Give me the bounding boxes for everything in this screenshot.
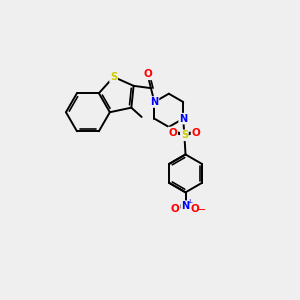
Text: N: N: [182, 201, 190, 211]
Text: O: O: [171, 203, 179, 214]
Text: O: O: [143, 69, 152, 79]
Text: O: O: [191, 128, 200, 137]
Text: O: O: [168, 128, 177, 137]
Text: N: N: [179, 114, 187, 124]
Text: O: O: [191, 203, 200, 214]
Text: −: −: [197, 206, 206, 215]
Text: N: N: [150, 97, 158, 107]
Text: S: S: [110, 72, 117, 82]
Text: S: S: [181, 130, 188, 140]
Text: +: +: [186, 198, 193, 207]
